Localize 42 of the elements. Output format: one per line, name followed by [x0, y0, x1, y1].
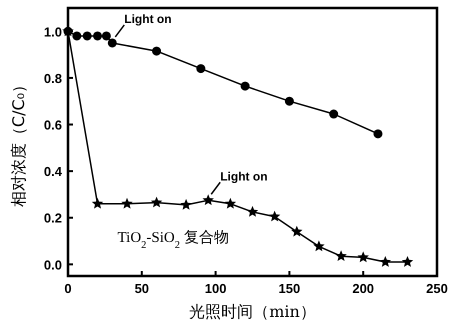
- y-tick-label: 1.0: [44, 24, 62, 40]
- series-label: TiO$_{2}$-SiO$_{2}$ 复合物: [118, 228, 229, 250]
- point: [268, 210, 280, 222]
- point: [246, 206, 258, 217]
- point: [93, 31, 102, 40]
- point: [82, 31, 92, 40]
- annotation: Light on: [220, 169, 268, 184]
- point: [102, 31, 111, 40]
- point: [92, 198, 104, 209]
- y-tick-label: 0.6: [44, 118, 62, 133]
- point: [72, 31, 82, 40]
- point: [335, 250, 347, 261]
- point: [291, 226, 302, 237]
- point: [373, 129, 382, 138]
- point: [121, 198, 133, 209]
- x-tick-label: 150: [278, 281, 300, 296]
- point: [152, 46, 162, 56]
- x-tick-label: 200: [352, 281, 374, 296]
- x-tick-label: 250: [426, 281, 448, 296]
- point: [284, 96, 294, 106]
- point: [150, 196, 162, 208]
- point: [313, 240, 325, 252]
- y-tick-label: 0.0: [44, 257, 62, 272]
- point: [202, 194, 214, 206]
- point: [329, 110, 338, 119]
- point: [240, 82, 250, 91]
- point: [108, 38, 117, 48]
- point: [180, 198, 192, 210]
- point: [196, 64, 206, 74]
- x-tick-label: 0: [64, 281, 72, 296]
- point: [402, 256, 414, 267]
- annotation: Light on: [124, 12, 172, 26]
- y-tick-label: 0.4: [44, 164, 63, 180]
- y-tick-label: 0.8: [44, 70, 62, 86]
- x-tick-label: 50: [134, 281, 150, 296]
- point: [380, 256, 391, 267]
- y-axis-title: 相对浓度（C/C₀）: [9, 76, 28, 208]
- x-tick-label: 100: [204, 281, 226, 296]
- point: [224, 198, 236, 209]
- point: [358, 251, 369, 262]
- x-axis-title: 光照时间（min）: [189, 302, 316, 321]
- y-tick-label: 0.2: [44, 210, 62, 226]
